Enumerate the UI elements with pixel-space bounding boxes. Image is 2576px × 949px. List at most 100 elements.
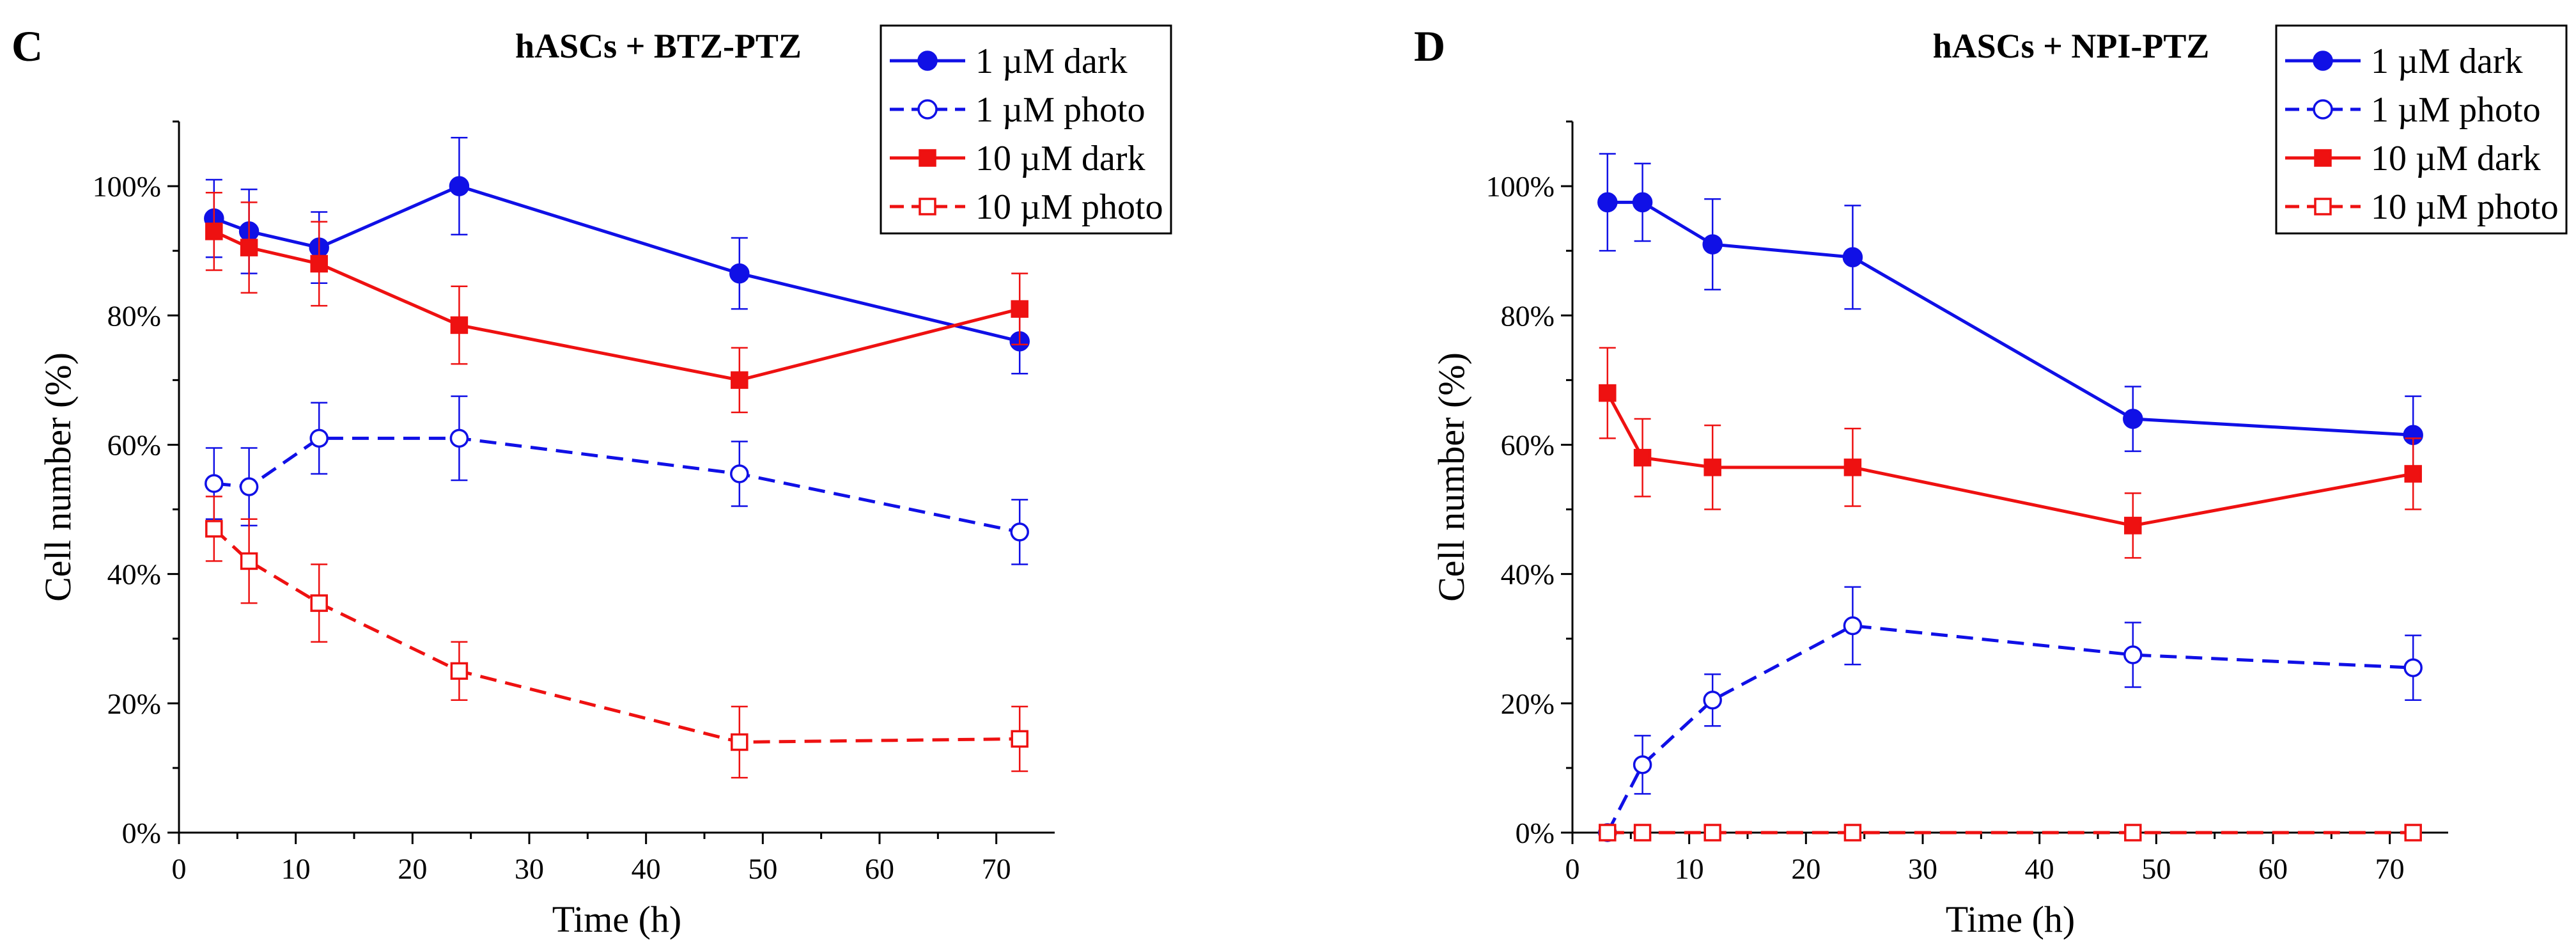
x-tick-label: 50 [2141,852,2171,885]
x-tick-label: 40 [632,852,661,885]
data-point [309,428,329,448]
legend-marker [2314,198,2332,216]
x-tick-label: 30 [515,852,544,885]
y-tick-label: 60% [107,428,161,461]
legend-label: 1 µM dark [975,42,1128,81]
data-point [1633,824,1652,842]
x-tick-label: 60 [2258,852,2288,885]
y-tick-label: 100% [1486,170,1555,203]
data-point [1011,730,1028,748]
panel-letter: C [12,22,43,70]
data-point [449,428,469,448]
data-point [1632,192,1653,213]
data-point [1843,459,1862,476]
y-axis-label: Cell number (%) [1431,352,1472,602]
y-tick-label: 0% [1516,817,1555,849]
legend-label: 10 µM photo [975,187,1163,227]
legend-label: 10 µM dark [975,139,1145,178]
data-point [731,733,749,751]
series-3 [205,191,1028,414]
data-point [731,371,749,389]
data-point [205,223,223,240]
x-tick-label: 0 [1565,852,1580,885]
y-tick-label: 80% [1501,299,1555,332]
series-line [213,528,1020,744]
data-point [310,594,328,612]
x-tick-label: 70 [982,852,1011,885]
data-point [1843,616,1863,636]
data-point [2123,409,2143,429]
y-tick-label: 40% [1501,558,1555,591]
x-tick-label: 60 [865,852,894,885]
data-point [2403,658,2423,677]
data-point [2123,645,2143,664]
series-line [213,436,1020,534]
data-point [1011,300,1028,318]
legend-marker [2313,99,2333,120]
data-point [1703,824,1721,842]
series-4 [205,496,1028,779]
data-point [240,239,258,256]
panel-letter: D [1414,22,1445,70]
legend-marker [2314,149,2332,167]
x-tick-label: 50 [748,852,777,885]
data-point [2404,824,2422,842]
series-4 [1599,824,2422,842]
x-axis-label: Time (h) [552,898,682,940]
data-point [205,520,223,538]
y-tick-label: 0% [122,817,161,849]
data-point [240,552,258,570]
data-point [239,477,259,496]
x-tick-label: 20 [1791,852,1820,885]
data-point [730,464,749,483]
chart-title: hASCs + NPI-PTZ [1933,27,2210,65]
data-point [1599,384,1617,402]
legend: 1 µM dark 1 µM photo 10 µM dark 10 µM photo [880,24,1172,235]
x-tick-label: 70 [2375,852,2405,885]
series-line [1606,392,2414,528]
series-line [213,230,1020,382]
x-tick-label: 30 [1908,852,1937,885]
series-2 [205,395,1029,565]
legend-label: 1 µM dark [2371,42,2523,81]
data-point [1703,459,1721,476]
data-point [1597,192,1618,213]
x-axis-label: Time (h) [1946,898,2076,940]
series-2 [1598,586,2423,842]
data-point [2124,517,2142,535]
legend-marker [917,99,938,120]
data-point [1633,448,1652,467]
data-point [729,263,750,284]
legend-marker [919,198,936,216]
x-tick-label: 10 [1675,852,1704,885]
data-point [1010,522,1029,542]
data-point [450,316,469,334]
data-point [1703,691,1722,710]
x-tick-label: 40 [2025,852,2054,885]
y-tick-label: 40% [107,558,161,591]
y-tick-label: 60% [1501,428,1555,461]
data-point [450,662,469,680]
data-point [449,176,470,196]
chart-title: hASCs + BTZ-PTZ [515,27,802,65]
y-tick-label: 20% [1501,687,1555,720]
legend-label: 10 µM dark [2371,139,2541,178]
data-point [1633,755,1652,774]
x-tick-label: 10 [281,852,311,885]
x-tick-label: 0 [172,852,187,885]
legend: 1 µM dark 1 µM photo 10 µM dark 10 µM photo [2275,24,2568,235]
y-tick-label: 20% [107,687,161,720]
data-point [1599,824,1617,842]
legend-label: 1 µM photo [975,90,1145,130]
data-point [1842,247,1863,268]
legend-label: 1 µM photo [2371,90,2541,130]
data-point [1702,234,1723,255]
series-line [1607,200,2414,437]
data-point [1843,824,1862,842]
legend-marker [917,51,938,71]
data-point [205,474,224,493]
series-3 [1599,347,2422,559]
